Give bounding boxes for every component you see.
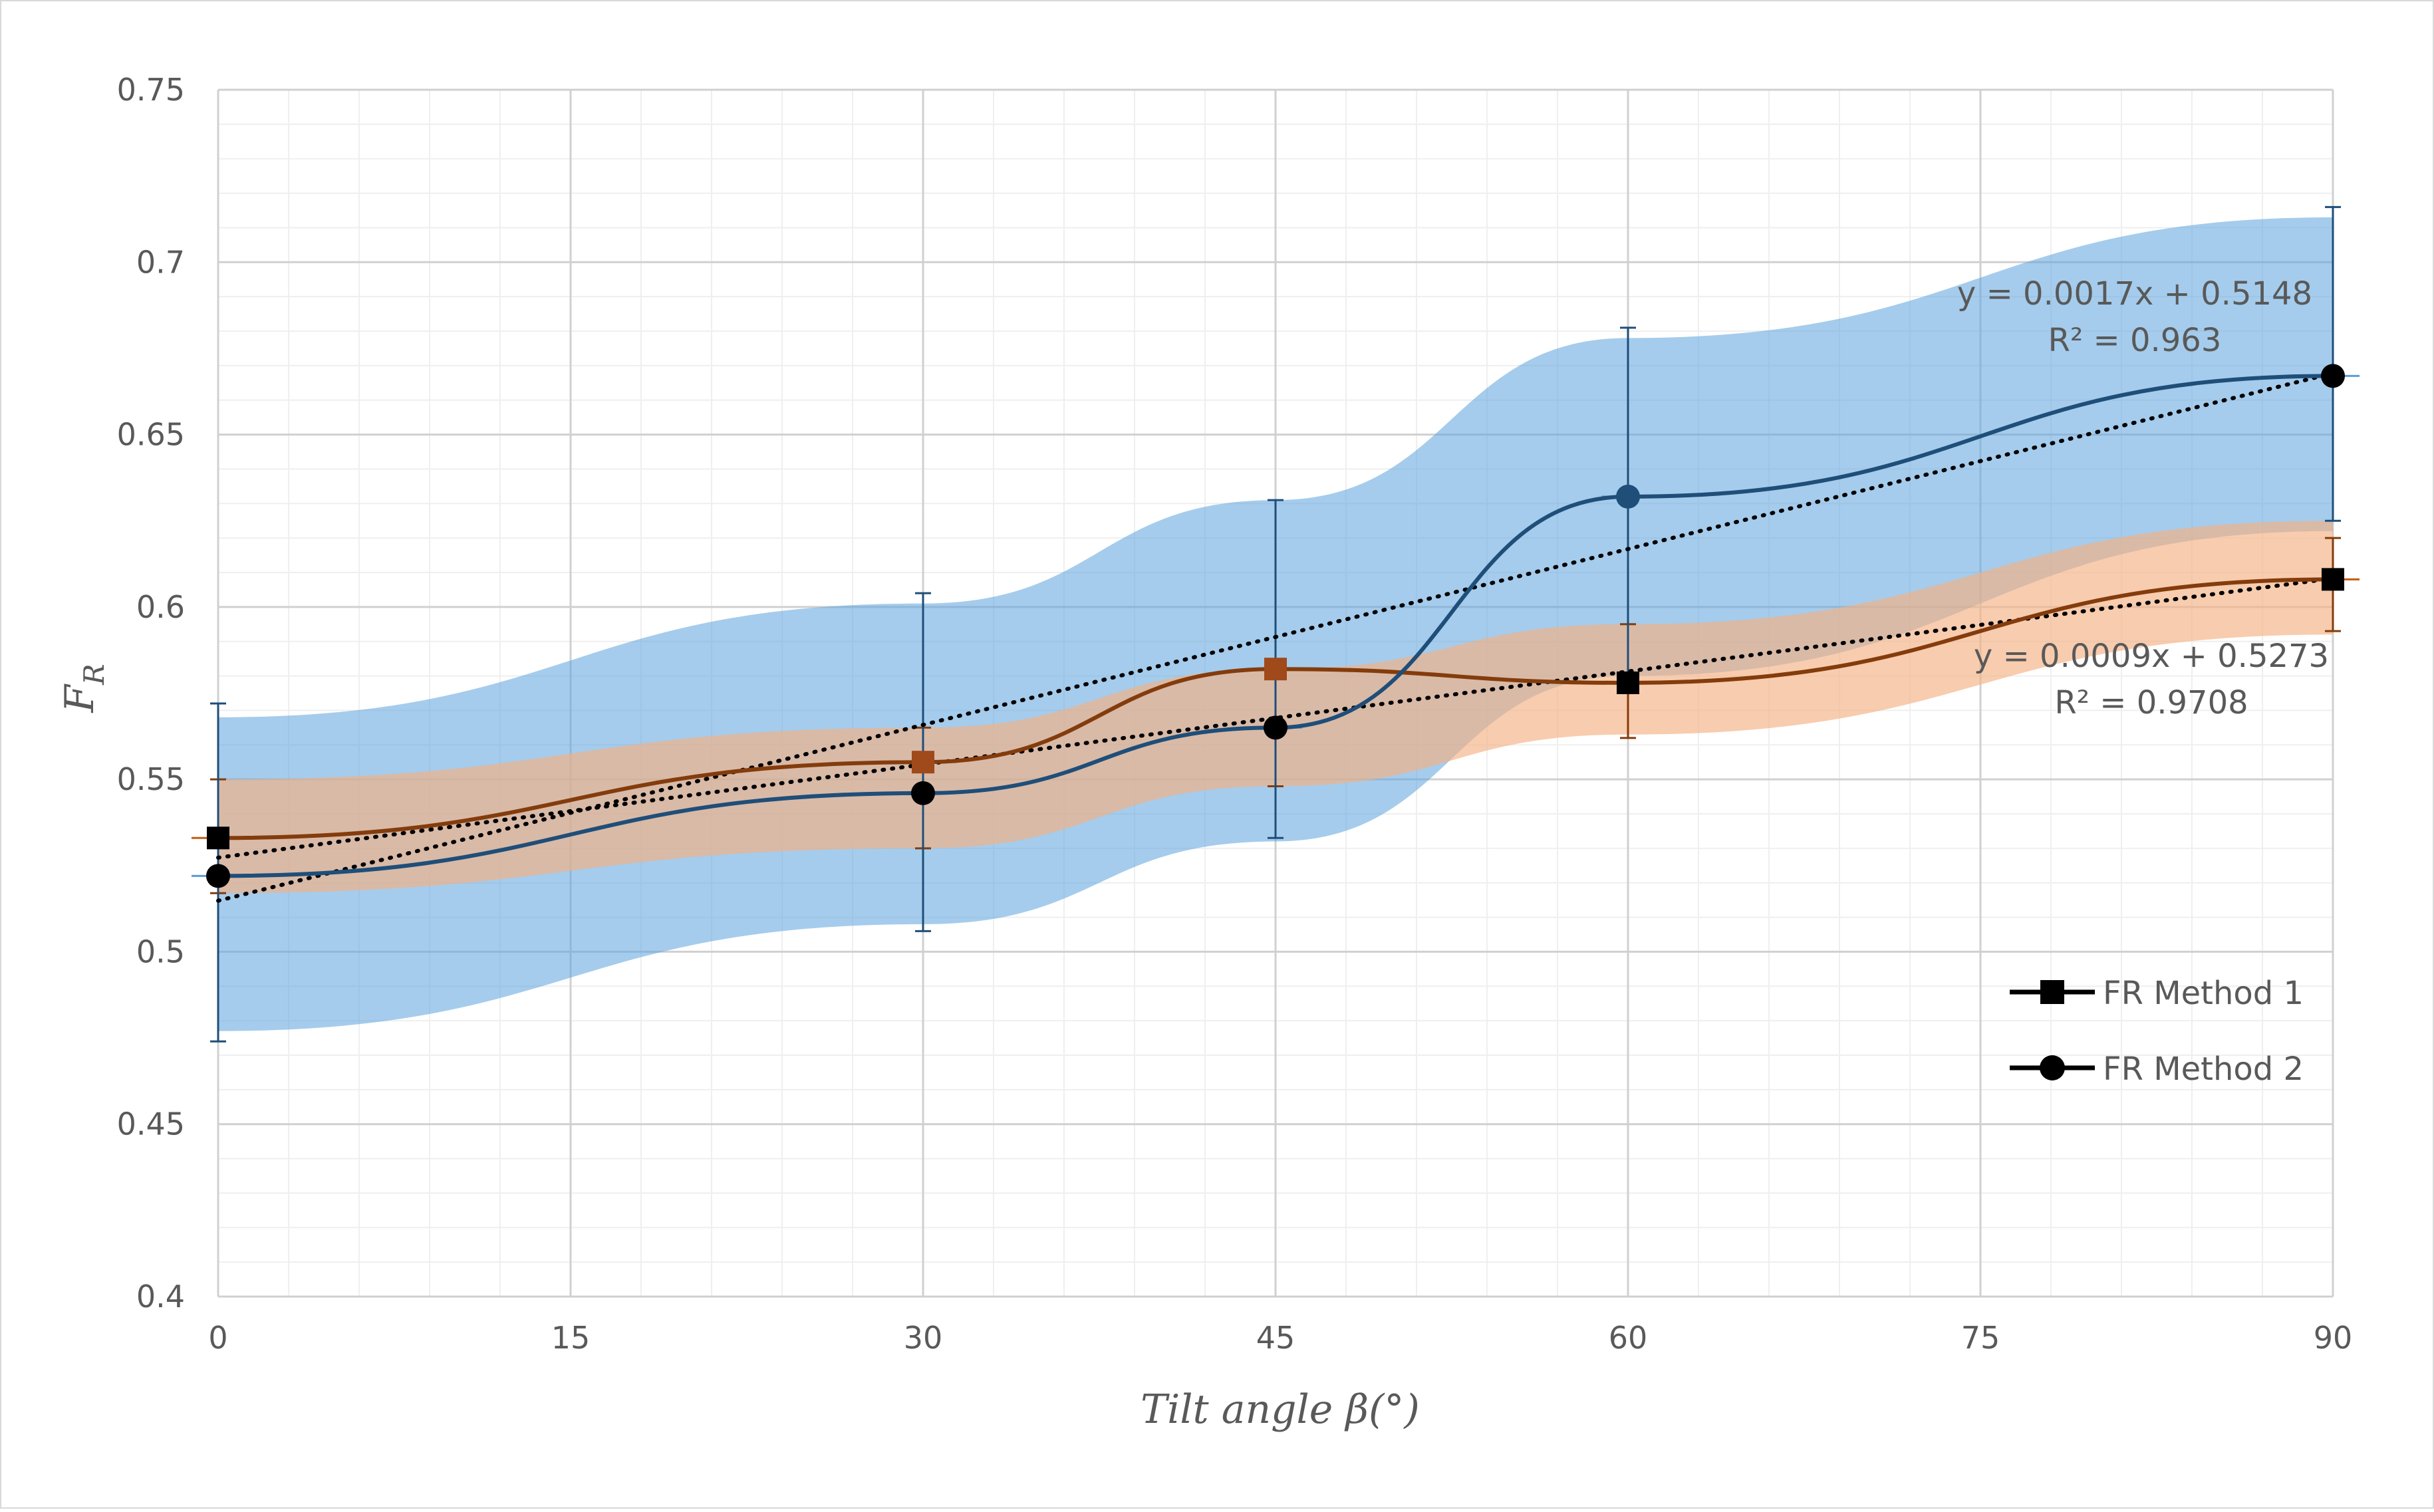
legend-label-method-2: FR Method 2: [2103, 1051, 2304, 1088]
legend-square-marker: [2040, 980, 2064, 1004]
trendline-equation-method-2: y = 0.0017x + 0.5148: [1957, 275, 2312, 313]
data-point-method-2: [911, 781, 935, 805]
series-line-method-2: [217, 374, 2334, 878]
legend: FR Method 1 FR Method 2: [2010, 975, 2304, 1088]
data-point-method-1: [1617, 671, 1639, 694]
y-tick-label: 0.5: [136, 934, 185, 969]
y-tick-label: 0.7: [136, 244, 185, 280]
y-tick-label: 0.65: [117, 417, 185, 453]
y-axis-title-main: F: [57, 684, 103, 713]
y-tick-label: 0.55: [117, 761, 185, 797]
y-tick-label: 0.4: [136, 1279, 185, 1315]
data-point-method-1: [1264, 658, 1287, 681]
x-axis-title: Tilt angle β(°): [1141, 1386, 1420, 1433]
y-tick-label: 0.75: [117, 72, 185, 108]
data-point-method-2: [1264, 715, 1287, 740]
x-tick-label: 45: [1256, 1320, 1295, 1356]
data-point-method-2: [206, 864, 230, 888]
trendlines: [216, 371, 2335, 903]
trendline-r2-method-2: R² = 0.963: [2048, 322, 2222, 359]
trendline-equation-method-1: y = 0.0009x + 0.5273: [1974, 638, 2329, 675]
data-point-method-2: [2321, 364, 2345, 388]
x-tick-label: 90: [2314, 1320, 2353, 1356]
trendline-method-2: [216, 371, 2335, 903]
data-point-method-1: [912, 751, 934, 774]
y-axis-title: FR: [57, 664, 110, 713]
x-tick-label: 0: [208, 1320, 227, 1356]
y-tick-label: 0.6: [136, 589, 185, 625]
y-tick-labels: 0.4 0.45 0.5 0.55 0.6 0.65 0.7 0.75: [117, 72, 185, 1315]
legend-item-method-2: FR Method 2: [2010, 1051, 2304, 1088]
data-point-method-1: [207, 826, 229, 850]
x-tick-label: 60: [1609, 1320, 1648, 1356]
trendline-r2-method-1: R² = 0.9708: [2054, 684, 2248, 721]
data-point-method-1: [2322, 568, 2344, 591]
y-tick-label: 0.45: [117, 1106, 185, 1142]
data-point-method-2: [1616, 484, 1640, 509]
legend-label-method-1: FR Method 1: [2103, 975, 2304, 1012]
x-tick-label: 15: [551, 1320, 591, 1356]
x-tick-labels: 0 15 30 45 60 75 90: [208, 1320, 2352, 1356]
x-tick-label: 30: [904, 1320, 943, 1356]
series-markers: [206, 364, 2345, 888]
svg-text:FR: FR: [57, 664, 110, 713]
legend-circle-marker: [2040, 1055, 2065, 1080]
y-axis-title-sub: R: [78, 664, 110, 686]
legend-item-method-1: FR Method 1: [2010, 975, 2304, 1012]
x-tick-label: 75: [1961, 1320, 2000, 1356]
